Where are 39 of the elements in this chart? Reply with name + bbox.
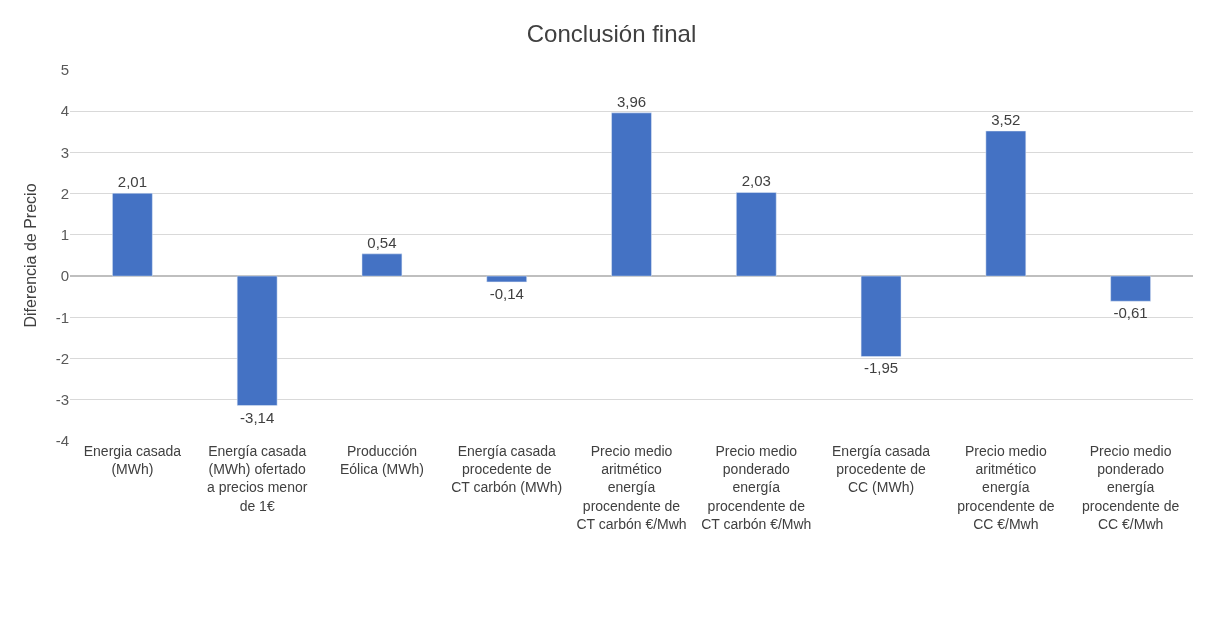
y-tick-label: 4 <box>60 102 69 120</box>
y-tick-label: 5 <box>60 61 69 79</box>
x-tick-label: Energía casada (MWh) ofertado a precios menor de 1€ <box>206 443 308 514</box>
bar <box>985 130 1027 277</box>
y-tick-label: -1 <box>55 308 69 326</box>
data-label: 0,54 <box>367 233 397 251</box>
x-tick-label: Precio medio aritmético energía procendente de CC €/Mwh <box>957 443 1055 532</box>
x-tick-label: Energía casada procedente de CT carbón (MWh) <box>451 443 563 496</box>
data-label: -1,95 <box>863 359 899 377</box>
bar <box>1110 275 1151 302</box>
bar <box>860 275 902 357</box>
data-label: 3,52 <box>991 111 1021 129</box>
bar <box>611 112 652 277</box>
x-tick-label: Producción Eólica (MWh) <box>339 443 424 478</box>
chart-title: Conclusión final <box>526 19 697 47</box>
y-tick-label: 2 <box>60 184 69 202</box>
x-tick-label: Energia casada (MWh) <box>83 443 182 478</box>
bar <box>112 193 153 277</box>
y-tick-label: -4 <box>55 432 69 450</box>
bar <box>361 253 403 277</box>
data-label: -0,14 <box>489 284 524 302</box>
bar <box>236 275 278 406</box>
x-tick-label: Precio medio ponderado energía procendente de CT carbón €/Mwh <box>701 443 812 532</box>
y-tick-label: 0 <box>60 267 69 285</box>
data-label: 2,01 <box>117 173 147 191</box>
x-tick-label: Precio medio ponderado energía procendente de CC €/Mwh <box>1081 443 1180 532</box>
data-label: -3,14 <box>240 408 275 426</box>
data-label: -0,61 <box>1113 304 1148 322</box>
y-tick-label: -3 <box>55 391 69 409</box>
y-tick-label: 3 <box>60 143 69 161</box>
bar <box>486 275 527 283</box>
y-axis-title: Diferencia de Precio <box>21 183 39 328</box>
y-tick-label: -2 <box>55 349 69 367</box>
bar <box>736 192 777 277</box>
data-label: 3,96 <box>616 92 647 110</box>
y-tick-label: 1 <box>60 226 69 244</box>
data-label: 2,03 <box>741 172 771 190</box>
x-tick-label: Precio medio aritmético energía procendente de CT carbón €/Mwh <box>576 443 687 532</box>
x-tick-label: Energía casada procedente de CC (MWh) <box>832 443 931 496</box>
